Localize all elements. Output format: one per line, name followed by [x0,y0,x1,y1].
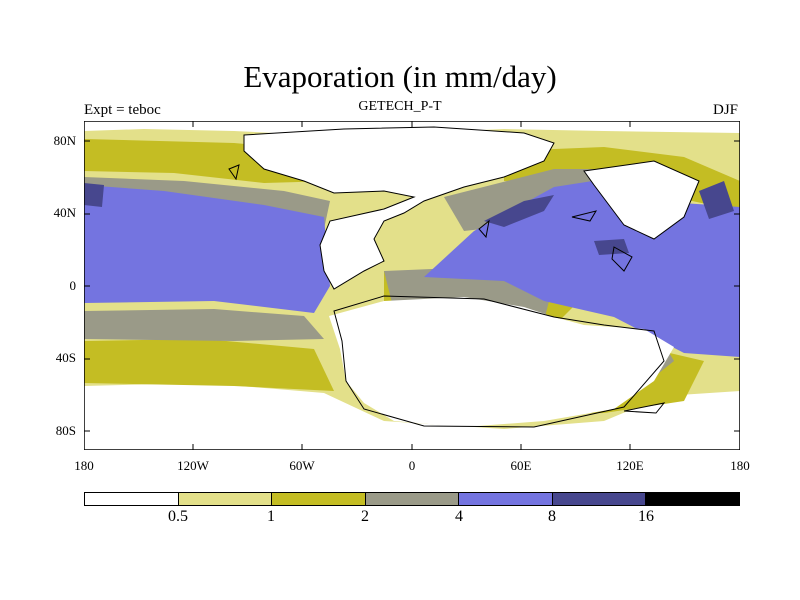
coastline-south [333,295,665,428]
continent-north [243,126,555,290]
experiment-label: Expt = teboc [84,102,161,118]
y-tick-label: 40N [53,205,76,220]
island [478,219,490,239]
dark-purple-patch [84,183,104,207]
x-tick-label: 0 [408,458,416,473]
purple-panthalassa [84,185,330,313]
colorbar-segment [365,493,460,505]
island [623,402,666,414]
x-tick-label: 180 [730,458,750,473]
colorbar-segment [272,493,366,505]
colorbar-label: 8 [548,508,556,525]
colorbar-label: 2 [361,508,369,525]
continent-south-interior [329,297,674,427]
island [571,210,598,222]
olive-band-south-pacific [84,339,334,391]
continent-asia [583,160,700,240]
dark-purple-patch [699,181,734,219]
season-label: DJF [712,102,738,118]
axis-ticks [84,121,740,450]
x-tick-label: 180 [74,458,94,473]
dataset-label: GETECH_P-T [358,99,442,114]
island [228,164,240,181]
evaporation-map [84,121,740,450]
polar-south [84,383,740,450]
x-tick-label: 120W [177,458,209,473]
colorbar-label: 1 [267,508,275,525]
x-tick-label: 60W [289,458,315,473]
colorbar-segment [178,493,273,505]
colorbar-label: 16 [638,508,654,525]
colorbar-segment [646,493,740,505]
x-tick-label: 60E [510,458,532,473]
y-tick-label: 40S [55,350,76,365]
dark-purple-patch [484,195,554,227]
colorbar-segment [552,493,647,505]
x-tick-label: 120E [616,458,644,473]
map-title: Evaporation (in mm/day) [243,59,557,94]
colorbar-label: 0.5 [168,508,188,525]
y-tick-label: 0 [69,278,77,293]
y-tick-label: 80S [55,423,76,438]
colorbar-segment [459,493,553,505]
colorbar-label: 4 [455,508,463,525]
grey-band-south-pacific [84,309,324,341]
island [611,246,633,272]
y-tick-label: 80N [53,133,76,148]
colorbar [84,492,740,506]
colorbar-segment [85,493,179,505]
